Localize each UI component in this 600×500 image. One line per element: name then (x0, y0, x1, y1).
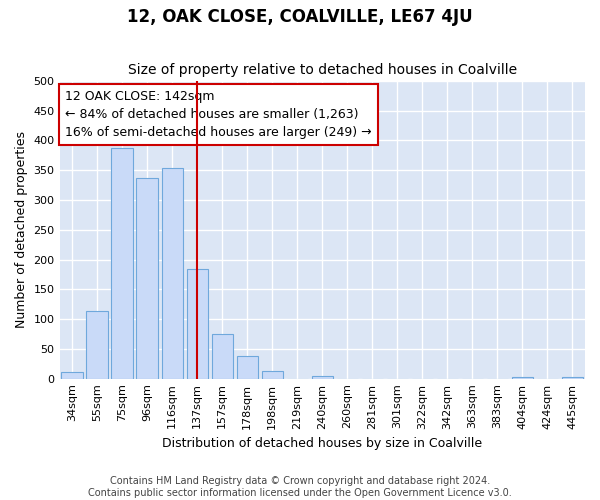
Bar (112, 148, 133, 378)
Bar (86, 312, 108, 378)
Bar (262, 371, 283, 378)
Y-axis label: Number of detached properties: Number of detached properties (15, 132, 28, 328)
Bar (212, 334, 233, 378)
Bar (161, 168, 183, 378)
Bar (236, 356, 258, 378)
Bar (311, 376, 333, 378)
Bar (61, 372, 83, 378)
Text: 12 OAK CLOSE: 142sqm
← 84% of detached houses are smaller (1,263)
16% of semi-de: 12 OAK CLOSE: 142sqm ← 84% of detached h… (65, 90, 371, 139)
Text: 12, OAK CLOSE, COALVILLE, LE67 4JU: 12, OAK CLOSE, COALVILLE, LE67 4JU (127, 8, 473, 26)
Bar (136, 178, 158, 378)
Text: Contains HM Land Registry data © Crown copyright and database right 2024.
Contai: Contains HM Land Registry data © Crown c… (88, 476, 512, 498)
Bar (187, 268, 208, 378)
X-axis label: Distribution of detached houses by size in Coalville: Distribution of detached houses by size … (162, 437, 482, 450)
Title: Size of property relative to detached houses in Coalville: Size of property relative to detached ho… (128, 63, 517, 77)
